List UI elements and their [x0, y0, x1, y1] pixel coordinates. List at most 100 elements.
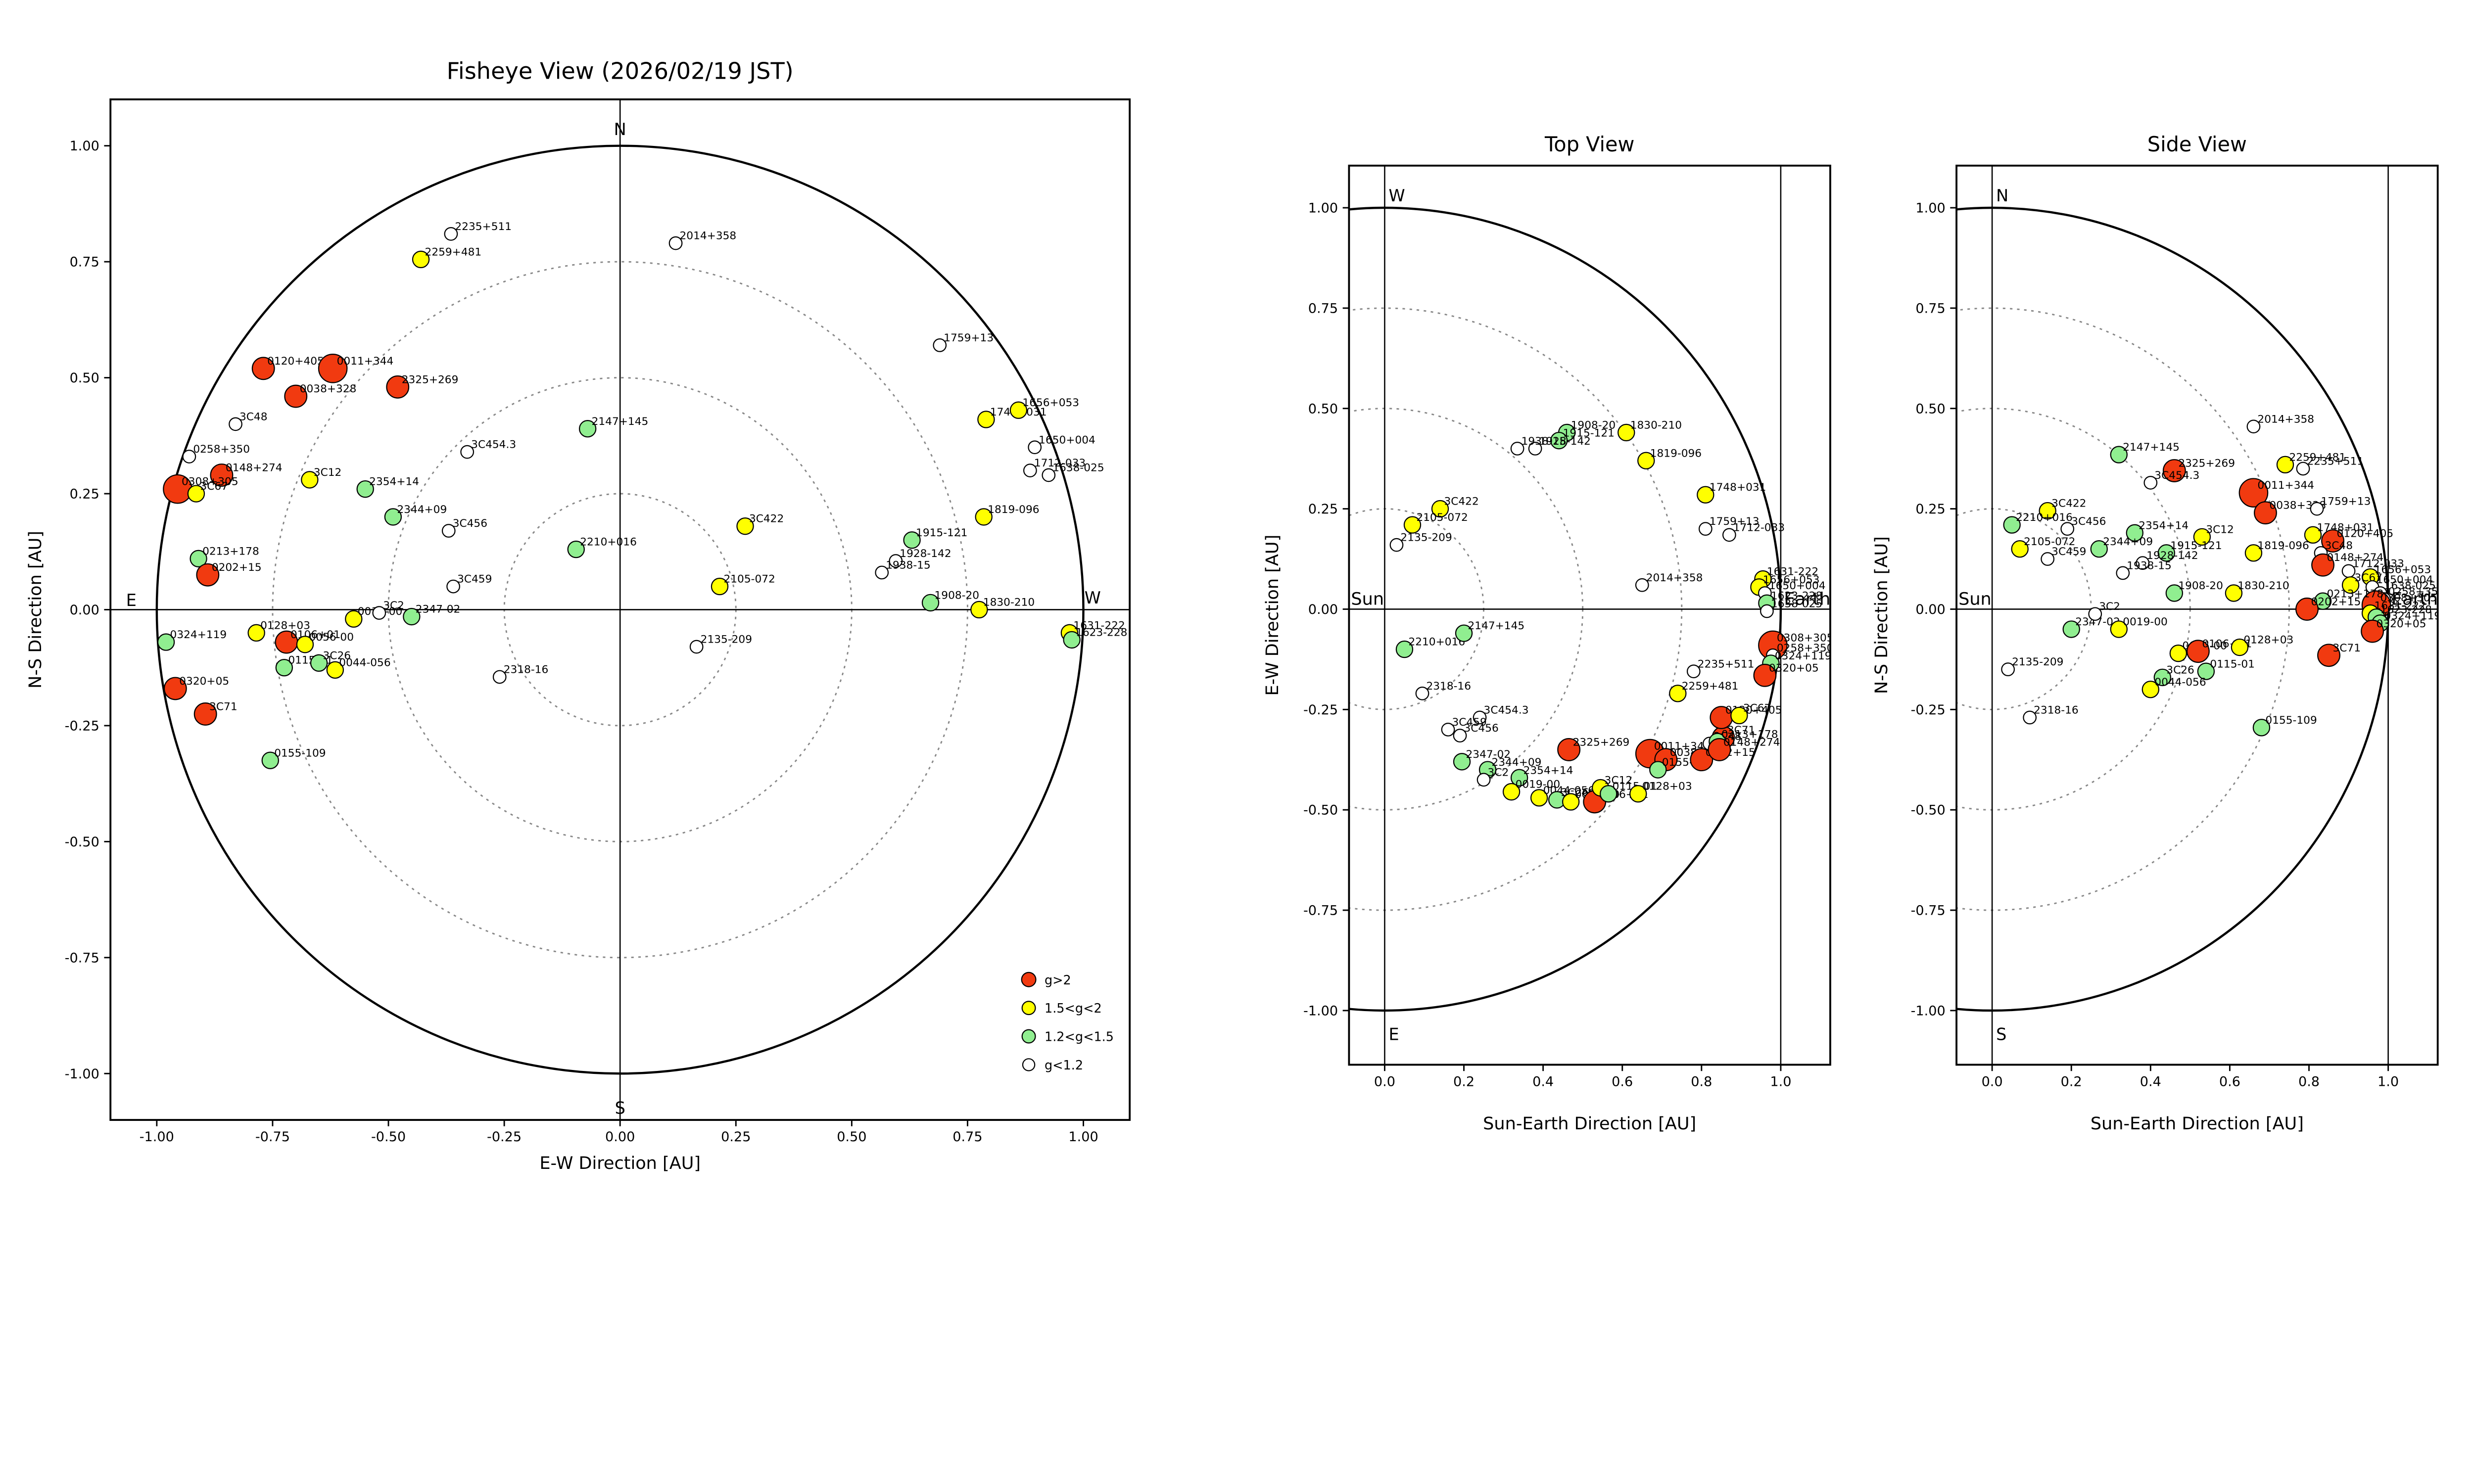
data-point: [1708, 738, 1731, 761]
data-point-label: 1819-096: [988, 504, 1039, 516]
data-point: [296, 636, 314, 653]
annotation-n: N: [1996, 186, 2008, 205]
y-tick-label: 0.75: [1308, 301, 1338, 316]
data-point-label: 2344+09: [1492, 756, 1542, 769]
data-point-label: 2235+511: [455, 221, 512, 233]
data-point-label: 2210+016: [580, 536, 637, 549]
data-point: [2246, 419, 2261, 434]
data-point: [1690, 748, 1713, 772]
data-point-label: 1819-096: [1650, 447, 1702, 460]
data-point: [2162, 459, 2186, 482]
y-tick-label: 0.25: [70, 487, 99, 502]
data-point-label: 0202+15: [2311, 596, 2361, 608]
data-point: [711, 577, 729, 596]
data-point: [275, 658, 293, 677]
data-point-label: 2147+145: [2123, 441, 2180, 454]
data-point: [1600, 785, 1618, 803]
data-point-label: 1712-033: [1733, 521, 1785, 534]
data-point-label: 3C71: [2332, 642, 2361, 654]
data-point: [444, 227, 458, 241]
data-point-label: 0308+305: [1777, 632, 1834, 645]
data-point: [187, 485, 205, 503]
data-point-label: 1623-228: [1076, 626, 1127, 639]
y-tick-label: -1.00: [65, 1067, 99, 1082]
data-point: [193, 702, 217, 726]
data-point-label: 3C422: [749, 513, 784, 525]
y-tick-label: -0.75: [65, 950, 99, 966]
data-point: [1697, 486, 1714, 504]
data-point-label: 0202+15: [212, 561, 262, 574]
data-point: [2153, 668, 2172, 687]
data-point-label: 3C2: [383, 600, 404, 612]
data-point-label: 2147+145: [1468, 620, 1525, 632]
data-point-label: 1928-142: [900, 548, 951, 560]
data-point-label: 0044-056: [339, 656, 390, 669]
data-point-label: 3C454.3: [1484, 704, 1529, 717]
legend-label: 1.5<g<2: [1045, 1001, 1102, 1016]
legend-marker: [1021, 1001, 1036, 1016]
data-point-label: 1938-15: [1522, 435, 1567, 448]
data-point-label: 0308+305: [2380, 592, 2437, 604]
data-point-label: 1915-121: [2170, 540, 2222, 552]
data-point: [2011, 540, 2029, 558]
data-point-label: 1908-20: [2178, 580, 2223, 592]
x-tick-label: -1.00: [140, 1129, 174, 1145]
data-point-label: 0320+05: [1769, 662, 1819, 674]
data-point-label: 1623-228: [2380, 604, 2432, 616]
y-tick-label: 0.00: [70, 603, 99, 618]
legend: g>2 1.5<g<2 1.2<g<1.5 g<1.2: [1021, 972, 1114, 1073]
data-point-label: 0320+05: [179, 675, 229, 688]
data-point-label: 0324+119: [2384, 610, 2441, 622]
legend-label: g>2: [1045, 973, 1071, 988]
data-point-label: 2235+511: [2307, 455, 2364, 467]
data-point: [1730, 706, 1748, 725]
data-point: [441, 524, 456, 538]
data-point: [2062, 620, 2080, 638]
data-point-label: 3C422: [1444, 496, 1478, 508]
x-tick-label: -0.25: [487, 1129, 522, 1145]
data-point-label: 2147+145: [592, 416, 649, 428]
annotation-e: E: [1388, 1025, 1399, 1044]
data-point: [1669, 685, 1687, 702]
data-point-label: 3C26: [2166, 664, 2194, 676]
data-point: [1042, 468, 1056, 482]
data-point-label: 3C454.3: [471, 439, 516, 451]
data-point-label: 1830-210: [1630, 419, 1682, 431]
data-point-label: 0120+405: [267, 355, 324, 368]
data-point-label: 3C12: [314, 466, 342, 479]
data-point-label: 0213+178: [2327, 588, 2383, 600]
data-point-label: 1928-142: [2146, 550, 2198, 562]
legend-marker: [1022, 1058, 1036, 1071]
y-tick-label: -0.25: [1303, 702, 1338, 718]
y-tick-label: 0.00: [1915, 602, 1945, 617]
data-point-label: 1908-20: [935, 589, 980, 602]
data-point: [1760, 604, 1774, 618]
data-point-label: 0044-056: [2154, 676, 2206, 689]
data-point-label: 2318-16: [2034, 704, 2079, 717]
y-tick-label: 0.50: [70, 371, 99, 386]
x-axis-label: Sun-Earth Direction [AU]: [2091, 1113, 2304, 1134]
data-point-label: 0324+119: [170, 629, 227, 641]
data-point-label: 2105-072: [723, 573, 775, 586]
data-point: [2143, 475, 2158, 490]
data-point-label: 2325+269: [402, 373, 459, 386]
data-point: [1562, 793, 1580, 811]
data-point: [875, 565, 889, 580]
annotation-sun: Sun: [1351, 589, 1384, 609]
data-point: [2136, 556, 2150, 570]
data-point-label: 2344+09: [397, 504, 447, 516]
data-point-label: 1928-142: [1539, 435, 1591, 448]
data-point: [446, 579, 460, 594]
y-tick-label: -0.25: [1911, 702, 1946, 718]
data-point-label: 3C71: [209, 700, 238, 713]
y-tick-label: -0.50: [65, 835, 99, 850]
data-point: [1698, 522, 1713, 536]
annotation-s: S: [1996, 1025, 2006, 1044]
x-tick-label: 0.4: [2140, 1074, 2161, 1089]
data-point-label: 0128+03: [2243, 634, 2293, 647]
data-point: [567, 540, 585, 558]
data-point-label: 3C459: [2051, 546, 2086, 558]
data-point-label: 2354+14: [1523, 764, 1573, 777]
data-point-label: 2347-02: [1466, 748, 1511, 761]
